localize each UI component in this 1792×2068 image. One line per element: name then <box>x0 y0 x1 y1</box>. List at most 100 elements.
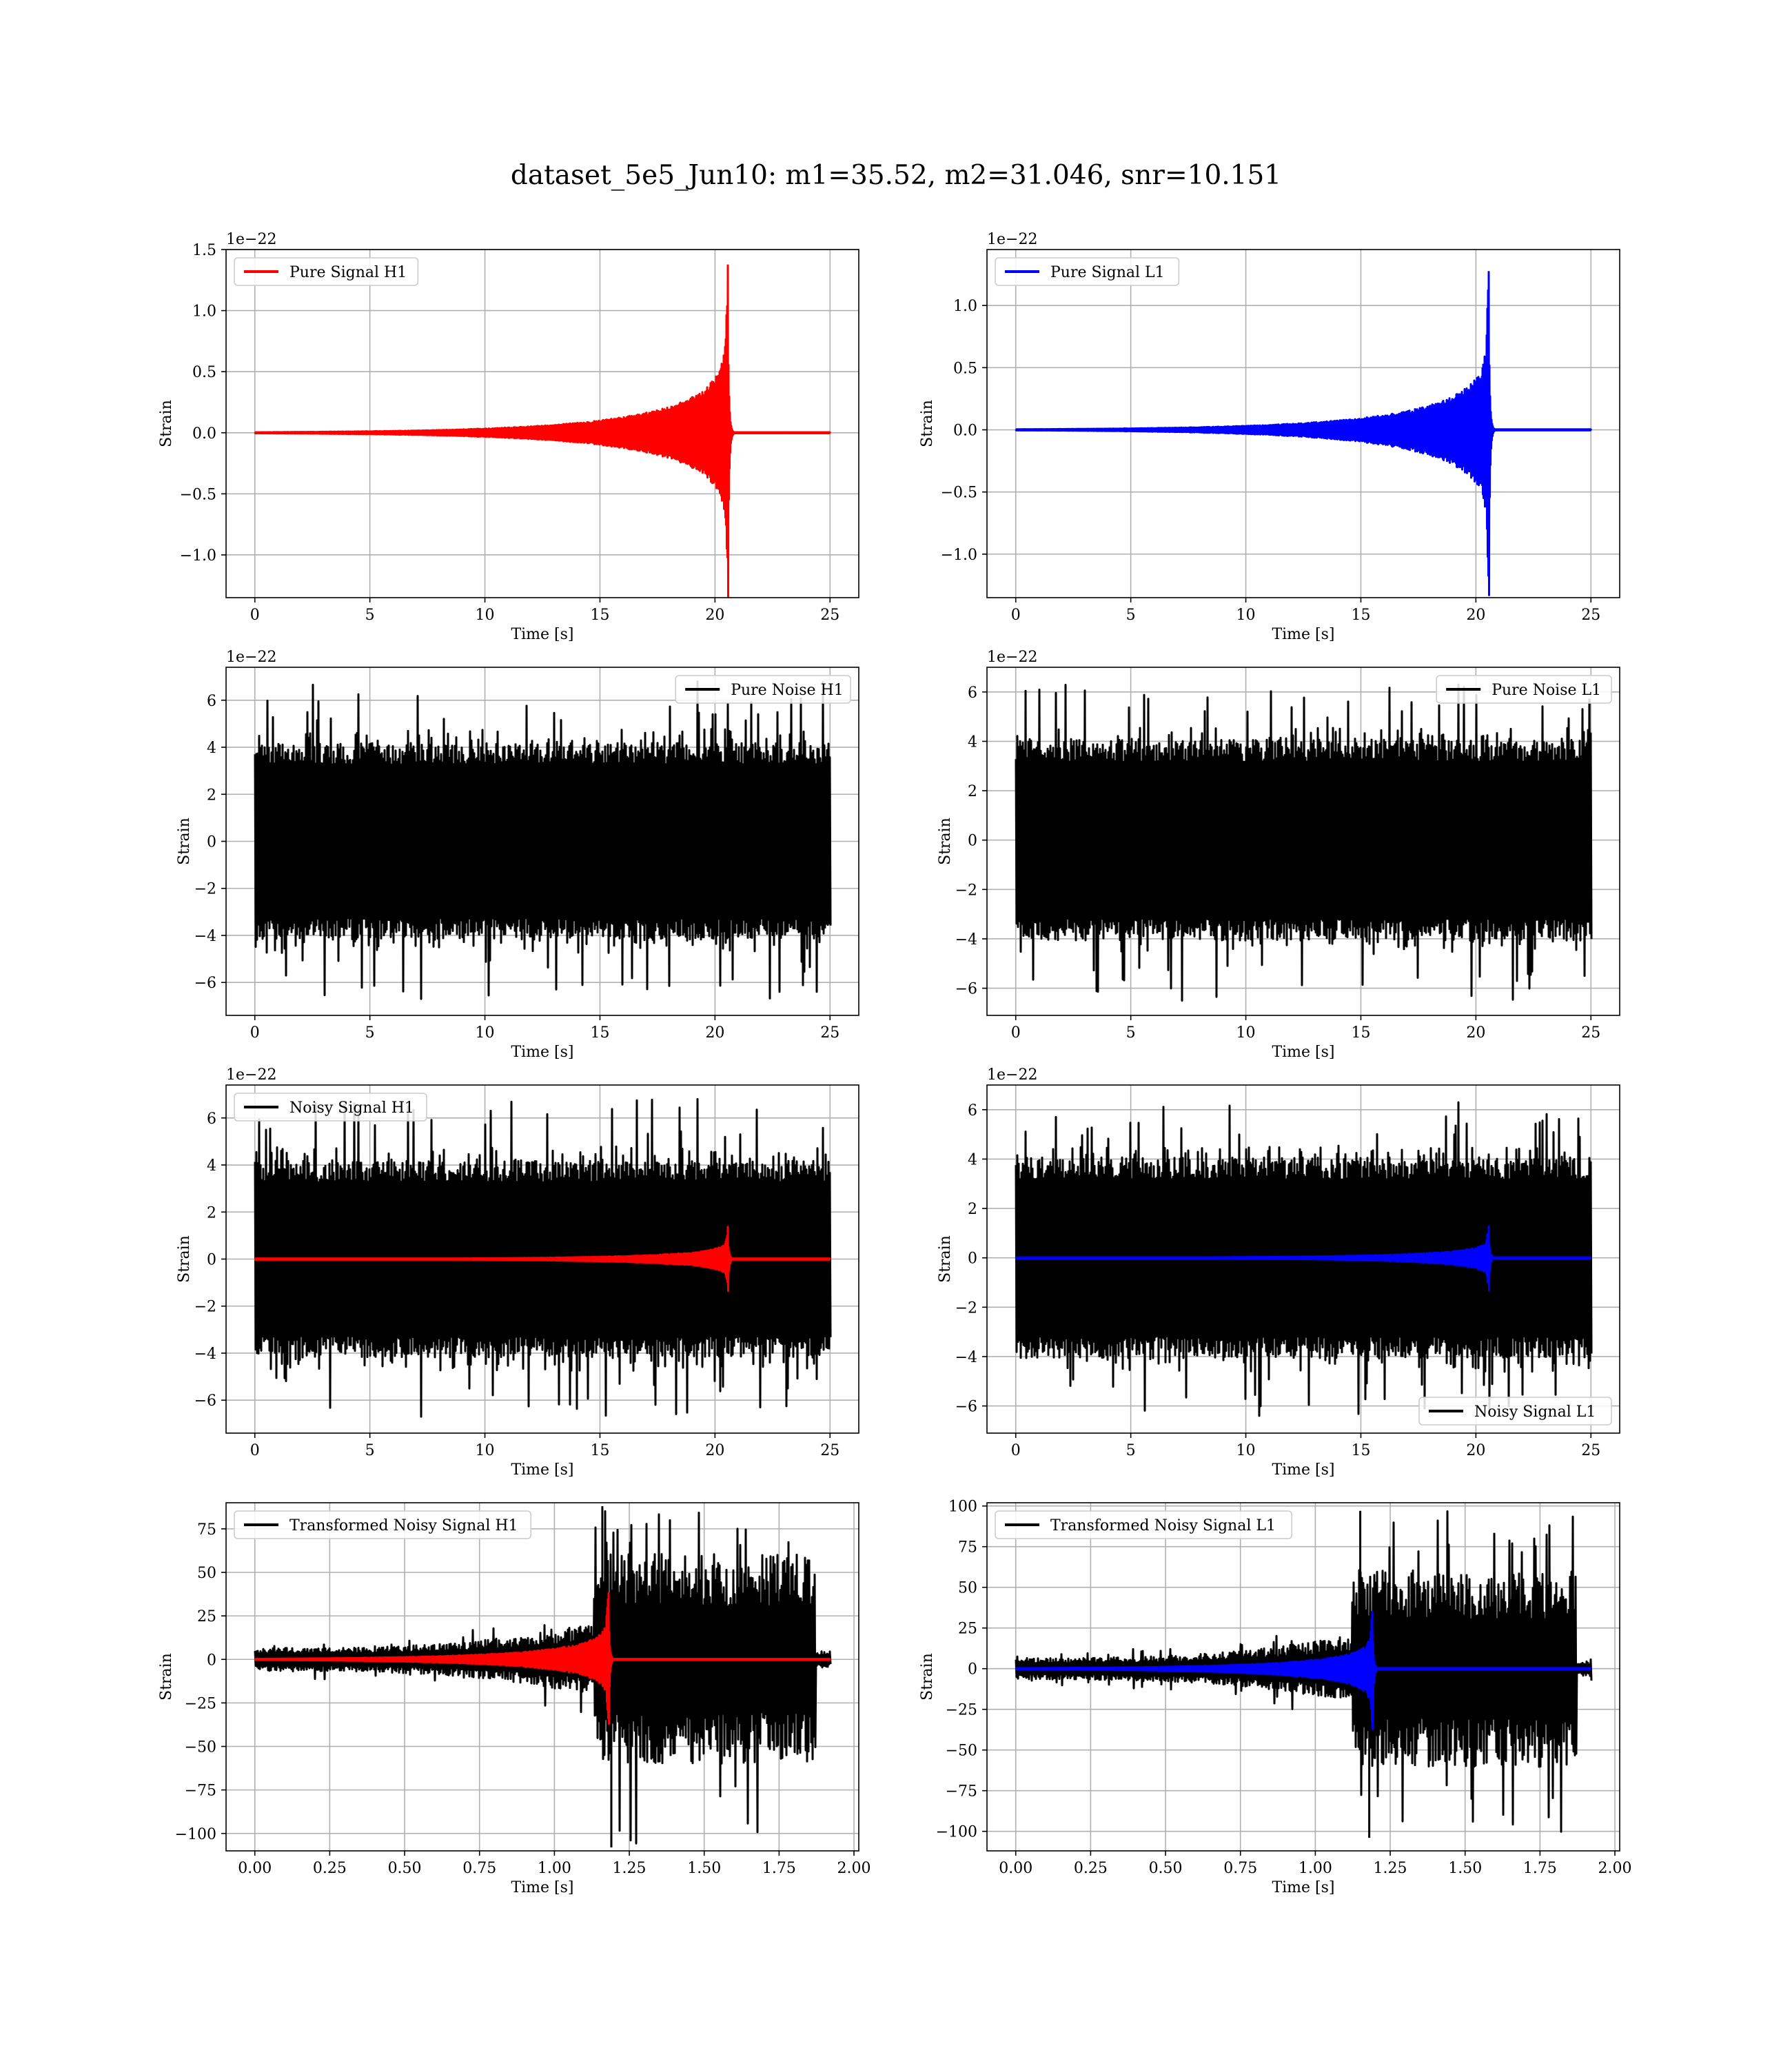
y-tick-label: 0.5 <box>953 360 977 377</box>
y-axis-label: Strain <box>176 1235 193 1283</box>
x-tick-label: 15 <box>1351 1442 1370 1459</box>
axes-frame <box>225 1502 859 1852</box>
y-tick-label: −6 <box>194 1392 216 1410</box>
y-tick-label: 1.5 <box>192 242 216 259</box>
x-tick-label: 25 <box>820 607 839 624</box>
x-tick-label: 20 <box>705 1442 724 1459</box>
legend-box <box>1436 675 1612 704</box>
x-axis-label: Time [s] <box>511 1044 573 1061</box>
y-tick-label: −50 <box>946 1743 977 1760</box>
y-tick-label: 2 <box>968 1201 977 1218</box>
axis-offset-text: 1e−22 <box>226 231 276 248</box>
y-axis-label: Strain <box>919 400 936 447</box>
x-tick-label: 20 <box>1466 1442 1485 1459</box>
x-tick-label: 15 <box>1351 1024 1370 1042</box>
x-axis-label: Time [s] <box>511 1461 573 1479</box>
y-tick-label: 0 <box>968 1661 977 1679</box>
x-tick-label: 5 <box>365 1442 375 1459</box>
x-axis-label: Time [s] <box>1272 1461 1334 1479</box>
y-axis-label: Strain <box>919 1653 936 1701</box>
x-tick-label: 0 <box>1011 1024 1021 1042</box>
series-layer <box>1015 683 1593 1002</box>
x-tick-label: 0.00 <box>238 1860 272 1877</box>
plot-area <box>226 250 859 598</box>
x-tick-label: 0 <box>250 1024 260 1042</box>
legend-label: Pure Noise L1 <box>1491 682 1601 699</box>
x-tick-label: 0 <box>1011 1442 1021 1459</box>
axes-frame <box>986 1084 1620 1434</box>
x-tick-label: 15 <box>590 1442 609 1459</box>
x-tick-label: 25 <box>1581 1024 1600 1042</box>
legend-box <box>234 1093 427 1122</box>
y-tick-label: −1.0 <box>941 547 977 564</box>
axis-offset-text: 1e−22 <box>987 231 1037 248</box>
x-tick-label: 20 <box>1466 1024 1485 1042</box>
y-tick-label: −2 <box>955 882 977 899</box>
y-tick-label: 75 <box>197 1521 216 1539</box>
axes-frame <box>225 249 859 598</box>
legend: Pure Noise L1 <box>1436 675 1612 704</box>
legend: Pure Signal H1 <box>234 257 419 286</box>
y-tick-label: −4 <box>194 928 216 945</box>
x-tick-label: 1.25 <box>1374 1860 1407 1877</box>
y-tick-label: −4 <box>955 931 977 949</box>
x-tick-label: 0.75 <box>1223 1860 1257 1877</box>
y-tick-label: 0 <box>968 1250 977 1268</box>
y-tick-label: −6 <box>955 1399 977 1416</box>
figure-title: dataset_5e5_Jun10: m1=35.52, m2=31.046, … <box>511 160 1281 191</box>
y-tick-label: −2 <box>955 1299 977 1317</box>
x-tick-label: 0 <box>250 607 260 624</box>
noise-trace <box>254 680 832 1000</box>
x-tick-label: 20 <box>705 607 724 624</box>
x-tick-label: 0.75 <box>462 1860 496 1877</box>
series-layer <box>1015 1101 1593 1417</box>
y-tick-label: 6 <box>207 1111 216 1128</box>
x-tick-label: 0 <box>1011 607 1021 624</box>
x-tick-label: 10 <box>1236 1024 1256 1042</box>
x-tick-label: 5 <box>1126 607 1136 624</box>
y-tick-label: 2 <box>207 787 216 804</box>
x-tick-label: 25 <box>1581 1442 1600 1459</box>
x-tick-label: 0.25 <box>1074 1860 1108 1877</box>
y-tick-label: 50 <box>197 1565 216 1582</box>
panel-transformed-noisy-signal-l1: 0.00 0.25 0.50 0.75 1.00 1.25 1.50 1.75 2.00 −100… <box>919 1499 1632 1896</box>
x-tick-label: 0.50 <box>388 1860 422 1877</box>
legend-box <box>1418 1397 1612 1426</box>
y-tick-label: 6 <box>968 685 977 702</box>
y-axis-label: Strain <box>158 1653 175 1701</box>
legend: Noisy Signal H1 <box>234 1093 427 1122</box>
legend-label: Pure Signal L1 <box>1050 264 1165 281</box>
y-tick-label: 6 <box>207 693 216 710</box>
axes-frame <box>986 1502 1620 1852</box>
x-tick-label: 10 <box>1236 1442 1256 1459</box>
panel-pure-noise-h1: 0 5 10 15 20 25 −6 −4 −2 0 2 4 6 Time [s] Strain 1e−22 P… <box>176 649 859 1061</box>
panel-pure-signal-h1: 0 5 10 15 20 25 −1.0 −0.5 0.0 0.5 1.0 1.5 Time [s] St… <box>158 231 859 643</box>
y-tick-label: 1.0 <box>192 303 216 321</box>
x-tick-label: 0.25 <box>313 1860 347 1877</box>
y-tick-label: 0 <box>207 834 216 851</box>
y-tick-label: −6 <box>194 975 216 992</box>
y-tick-label: 4 <box>968 1151 977 1168</box>
panel-noisy-signal-h1: 0 5 10 15 20 25 −6 −4 −2 0 2 4 6 Time [s] Strain 1e−22 N… <box>176 1066 859 1479</box>
y-tick-label: −100 <box>936 1824 977 1841</box>
y-tick-label: −4 <box>955 1349 977 1366</box>
y-tick-label: −100 <box>175 1826 216 1843</box>
y-axis-label: Strain <box>937 818 954 865</box>
y-tick-label: 1.0 <box>953 298 977 315</box>
x-tick-label: 2.00 <box>837 1860 871 1877</box>
x-tick-label: 25 <box>1581 607 1600 624</box>
panel-noisy-signal-l1: 0 5 10 15 20 25 −6 −4 −2 0 2 4 6 Time [s] Strain 1e−22 N… <box>937 1066 1620 1479</box>
panel-transformed-noisy-signal-h1: 0.00 0.25 0.50 0.75 1.00 1.25 1.50 1.75 2.00 −100… <box>158 1502 871 1896</box>
x-tick-label: 25 <box>820 1024 839 1042</box>
x-axis-label: Time [s] <box>1272 1879 1334 1896</box>
legend-label: Noisy Signal H1 <box>289 1099 414 1117</box>
y-tick-label: 4 <box>207 1157 216 1175</box>
x-tick-label: 25 <box>820 1442 839 1459</box>
x-tick-label: 1.75 <box>762 1860 796 1877</box>
x-tick-label: 0 <box>250 1442 260 1459</box>
x-tick-label: 1.25 <box>613 1860 646 1877</box>
y-tick-label: −50 <box>185 1739 216 1756</box>
axes-frame <box>986 249 1620 598</box>
legend-box <box>234 1510 532 1539</box>
y-tick-label: −2 <box>194 881 216 898</box>
